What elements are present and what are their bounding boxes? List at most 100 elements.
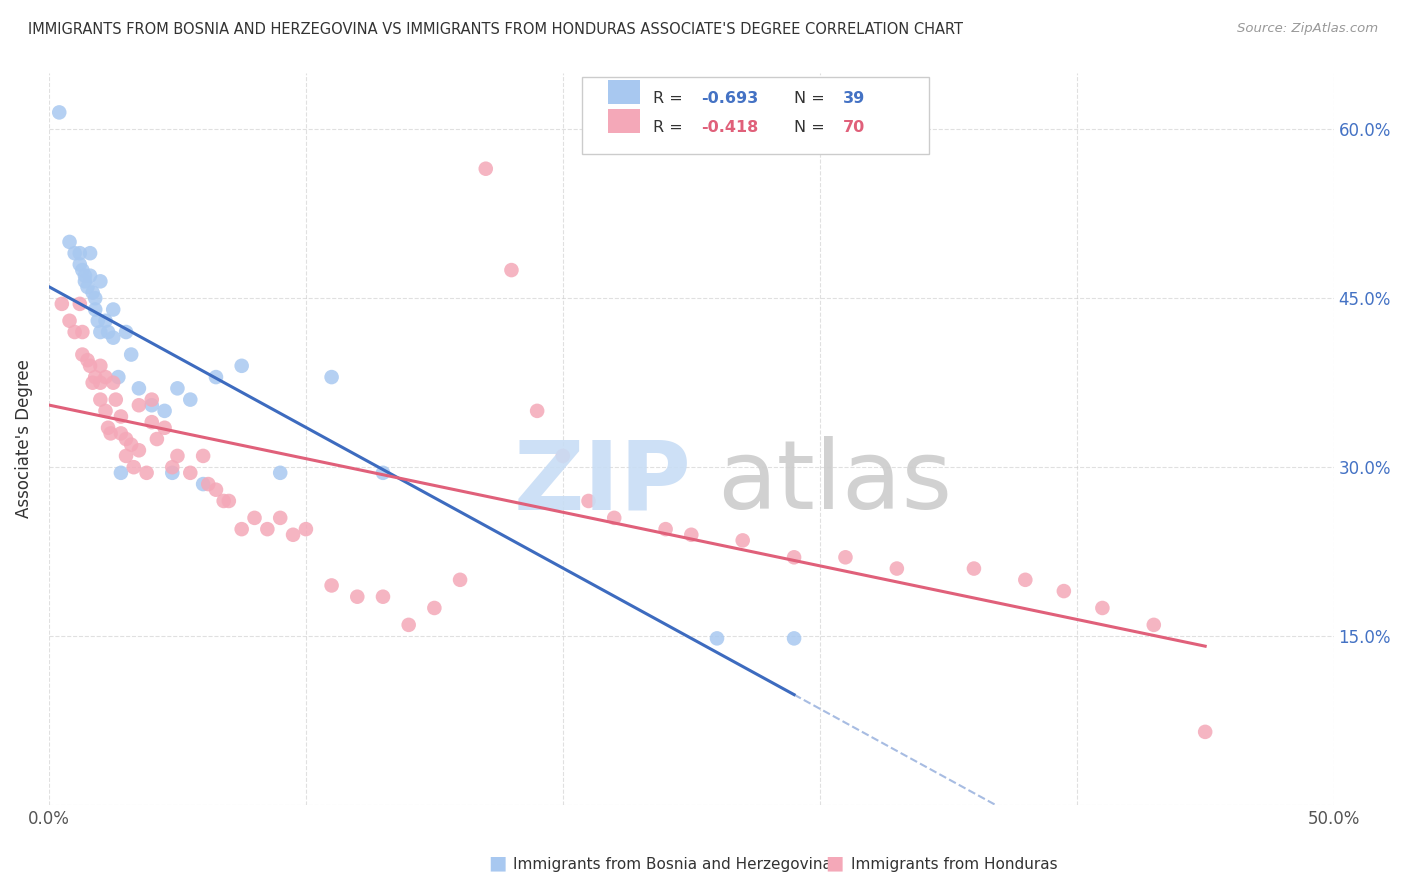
Point: [474, 161, 496, 176]
Point: [197, 477, 219, 491]
Point: [115, 449, 138, 463]
Point: [128, 443, 150, 458]
Point: [146, 432, 169, 446]
Point: [191, 449, 214, 463]
Point: [94, 370, 117, 384]
Point: [212, 494, 235, 508]
Point: [153, 404, 176, 418]
Text: atlas: atlas: [717, 436, 952, 530]
Point: [141, 392, 163, 407]
Point: [69, 246, 91, 260]
Point: [84, 370, 107, 384]
Point: [97, 325, 120, 339]
Point: [256, 522, 278, 536]
Text: Source: ZipAtlas.com: Source: ZipAtlas.com: [1237, 22, 1378, 36]
Text: -0.418: -0.418: [702, 120, 759, 136]
Point: [963, 561, 986, 575]
Point: [69, 257, 91, 271]
Point: [179, 392, 201, 407]
Point: [73, 274, 96, 288]
Point: [1143, 618, 1166, 632]
Point: [76, 353, 98, 368]
Point: [110, 466, 132, 480]
Point: [269, 466, 291, 480]
Point: [1053, 584, 1076, 599]
Text: ■: ■: [825, 854, 844, 872]
Text: R =: R =: [652, 120, 688, 136]
Point: [526, 404, 548, 418]
Point: [100, 426, 122, 441]
Point: [110, 409, 132, 424]
Point: [551, 449, 574, 463]
Point: [120, 347, 142, 361]
Point: [162, 466, 184, 480]
Point: [51, 297, 73, 311]
Point: [72, 263, 94, 277]
Point: [120, 437, 142, 451]
Point: [89, 274, 111, 288]
Point: [94, 404, 117, 418]
Point: [501, 263, 523, 277]
Point: [89, 359, 111, 373]
Point: [166, 381, 188, 395]
Point: [73, 268, 96, 283]
Point: [115, 325, 138, 339]
Point: [205, 483, 228, 497]
FancyBboxPatch shape: [607, 109, 640, 133]
Point: [89, 392, 111, 407]
Point: [87, 314, 110, 328]
Point: [72, 347, 94, 361]
Point: [107, 370, 129, 384]
Point: [48, 105, 70, 120]
FancyBboxPatch shape: [582, 77, 929, 153]
Text: -0.693: -0.693: [702, 91, 759, 106]
Point: [128, 381, 150, 395]
Point: [69, 297, 91, 311]
Point: [191, 477, 214, 491]
Text: N =: N =: [794, 91, 830, 106]
Point: [295, 522, 318, 536]
Point: [706, 632, 728, 646]
Point: [205, 370, 228, 384]
Point: [89, 325, 111, 339]
Point: [162, 460, 184, 475]
Point: [346, 590, 368, 604]
Point: [681, 528, 703, 542]
Point: [141, 398, 163, 412]
Point: [654, 522, 676, 536]
Point: [281, 528, 304, 542]
Point: [84, 302, 107, 317]
Point: [783, 632, 806, 646]
Point: [731, 533, 754, 548]
Point: [218, 494, 240, 508]
Point: [423, 601, 446, 615]
Point: [79, 359, 101, 373]
Point: [97, 421, 120, 435]
Point: [243, 511, 266, 525]
Text: Immigrants from Honduras: Immigrants from Honduras: [851, 857, 1057, 872]
Text: 39: 39: [842, 91, 865, 106]
Point: [834, 550, 856, 565]
Point: [371, 590, 394, 604]
Point: [82, 376, 104, 390]
Point: [166, 449, 188, 463]
Point: [76, 280, 98, 294]
Point: [1194, 724, 1216, 739]
FancyBboxPatch shape: [607, 80, 640, 103]
Point: [58, 235, 80, 249]
Y-axis label: Associate's Degree: Associate's Degree: [15, 359, 32, 518]
Point: [371, 466, 394, 480]
Point: [79, 268, 101, 283]
Point: [1091, 601, 1114, 615]
Point: [231, 522, 253, 536]
Text: 70: 70: [842, 120, 865, 136]
Point: [72, 325, 94, 339]
Point: [783, 550, 806, 565]
Point: [886, 561, 908, 575]
Text: ZIP: ZIP: [513, 436, 692, 530]
Text: R =: R =: [652, 91, 688, 106]
Point: [578, 494, 600, 508]
Point: [79, 246, 101, 260]
Text: Immigrants from Bosnia and Herzegovina: Immigrants from Bosnia and Herzegovina: [513, 857, 832, 872]
Point: [1014, 573, 1036, 587]
